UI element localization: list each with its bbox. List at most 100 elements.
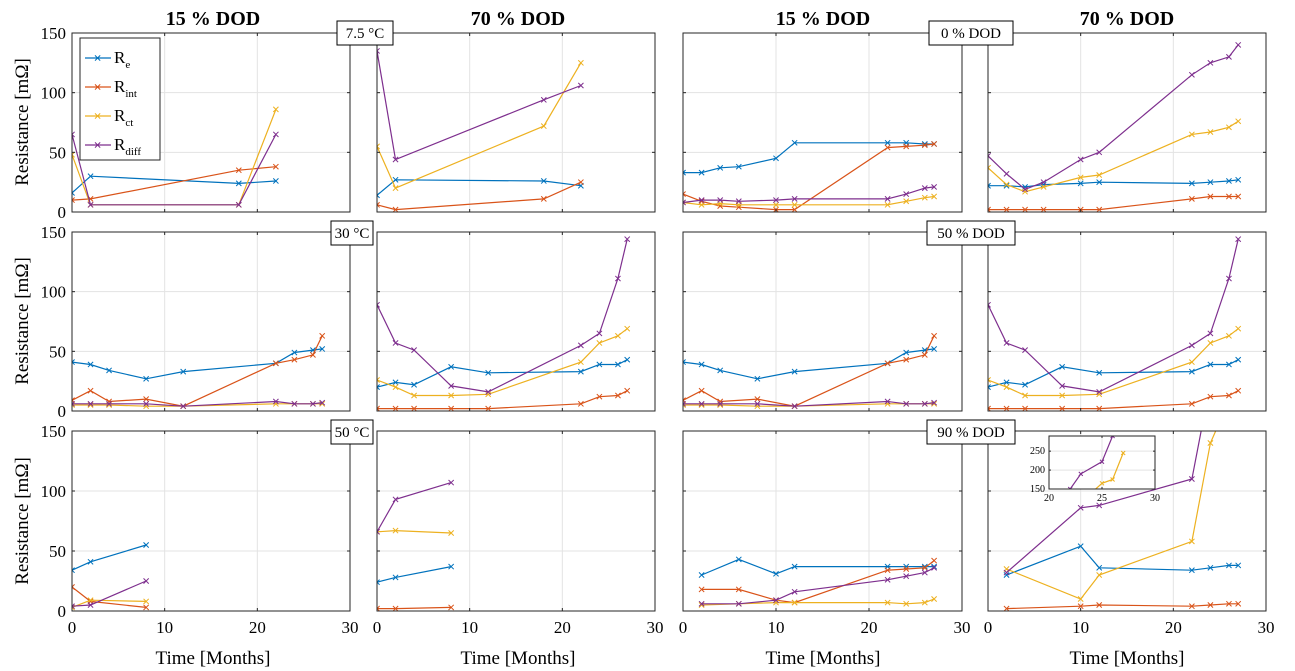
data-point-Rint [1022, 405, 1029, 411]
data-point-Rdiff [392, 496, 399, 503]
data-point-Rdiff [698, 197, 705, 204]
data-point-Rint [540, 195, 547, 202]
data-point-Re [698, 169, 705, 176]
data-point-Rdiff [773, 197, 779, 204]
panel-11-inset: 20 25 30 150 200 250 [1030, 435, 1160, 504]
series-group [988, 41, 1242, 212]
data-point-Re [377, 192, 380, 199]
data-point-Rint [698, 586, 705, 593]
data-point-Rint [272, 360, 279, 367]
x-tick-label: 10 [768, 618, 785, 637]
data-point-Rct [448, 530, 455, 536]
data-point-Re [754, 375, 761, 382]
data-point-Rdiff [624, 236, 631, 243]
data-point-Rdiff [921, 569, 928, 576]
data-point-Re [377, 384, 380, 391]
plot-area [683, 232, 962, 411]
data-point-Rdiff [377, 528, 380, 535]
data-point-Rint [448, 604, 455, 611]
data-point-Rint [1207, 193, 1214, 200]
series-line-Re [701, 558, 935, 576]
data-point-Rct [1235, 325, 1242, 332]
data-point-Re [1235, 562, 1242, 569]
data-point-Rdiff [683, 400, 686, 407]
series-line-Re [988, 179, 1239, 188]
data-point-Rdiff [1188, 342, 1195, 349]
data-point-Re [291, 349, 298, 356]
data-point-Rdiff [1225, 275, 1232, 282]
data-point-Re [698, 572, 705, 578]
data-point-Rct [377, 377, 380, 383]
data-point-Rct [624, 325, 631, 332]
series-line-Re [377, 179, 581, 196]
x-axis-label-col-3: Time [Months] [766, 648, 881, 669]
data-point-Rdiff [596, 330, 603, 337]
data-point-Rint [1096, 405, 1103, 411]
data-point-Rint [411, 405, 418, 411]
x-tick-label: 30 [342, 618, 359, 637]
axes-box [682, 32, 963, 213]
data-point-Rct [931, 596, 938, 602]
legend-marker [94, 84, 101, 90]
data-point-Rint [1207, 393, 1214, 400]
data-point-Re [180, 368, 187, 375]
x-tick-label: 20 [861, 618, 878, 637]
y-axis-label-row-3: Resistance [mΩ] [12, 457, 33, 585]
data-point-Rdiff [577, 82, 584, 89]
data-point-Rdiff [106, 400, 113, 407]
data-point-Rdiff [1235, 41, 1242, 48]
data-point-Re [143, 375, 150, 382]
data-point-Rct [931, 400, 938, 407]
data-point-Rint [683, 191, 686, 198]
data-point-Rint [791, 206, 798, 212]
x-tick-label: 10 [461, 618, 478, 637]
data-point-Rint [1207, 602, 1214, 608]
x-tick-label: 30 [954, 618, 971, 637]
data-point-Rint [485, 405, 492, 411]
y-tick-label: 150 [41, 24, 67, 43]
data-point-Rdiff [614, 275, 621, 282]
data-point-Rint [392, 605, 399, 611]
data-point-Re [1003, 379, 1010, 386]
data-point-Rdiff [1078, 471, 1084, 477]
data-point-Rct [931, 193, 938, 200]
data-point-Rdiff [1225, 53, 1232, 60]
column-title-3: 15 % DOD [776, 8, 870, 30]
data-point-Rct [392, 527, 399, 534]
annotation-box [926, 220, 1016, 246]
data-point-Re [791, 139, 798, 146]
panel-3 [987, 32, 1267, 213]
x-tick-label: 0 [679, 618, 688, 637]
data-point-Rct [1096, 572, 1103, 578]
axes-box [71, 430, 351, 612]
data-point-Re [683, 359, 686, 366]
data-point-Rdiff [988, 152, 991, 159]
data-point-Re [1003, 572, 1010, 578]
axes-box [376, 231, 656, 412]
data-point-Re [1235, 176, 1242, 183]
data-point-Rdiff [87, 201, 94, 208]
data-point-Rint [931, 557, 938, 564]
data-point-Rdiff [921, 185, 928, 192]
column-title-2: 70 % DOD [471, 8, 565, 30]
data-point-Re [577, 368, 584, 375]
panel-9: 0 10 20 30 [373, 430, 664, 637]
y-tick-label: 150 [1030, 484, 1045, 495]
data-point-Rdiff [698, 600, 705, 607]
data-point-Re [392, 574, 399, 581]
data-point-Rint [884, 360, 891, 367]
data-point-Rdiff [1235, 236, 1242, 243]
data-point-Re [392, 176, 399, 183]
annotation-label: 30 °C [335, 226, 370, 242]
data-point-Rint [1225, 600, 1232, 607]
data-point-Rdiff [884, 195, 891, 202]
series-group [377, 236, 631, 411]
data-point-Rint [377, 405, 380, 411]
x-axis-label-col-4: Time [Months] [1070, 648, 1185, 669]
data-point-Rdiff [180, 403, 187, 410]
data-point-Rct [577, 59, 584, 66]
data-point-Re [1207, 361, 1214, 368]
series-line-Rdiff [683, 186, 935, 204]
data-point-Rdiff [1188, 71, 1195, 78]
data-point-Rdiff [309, 400, 316, 407]
